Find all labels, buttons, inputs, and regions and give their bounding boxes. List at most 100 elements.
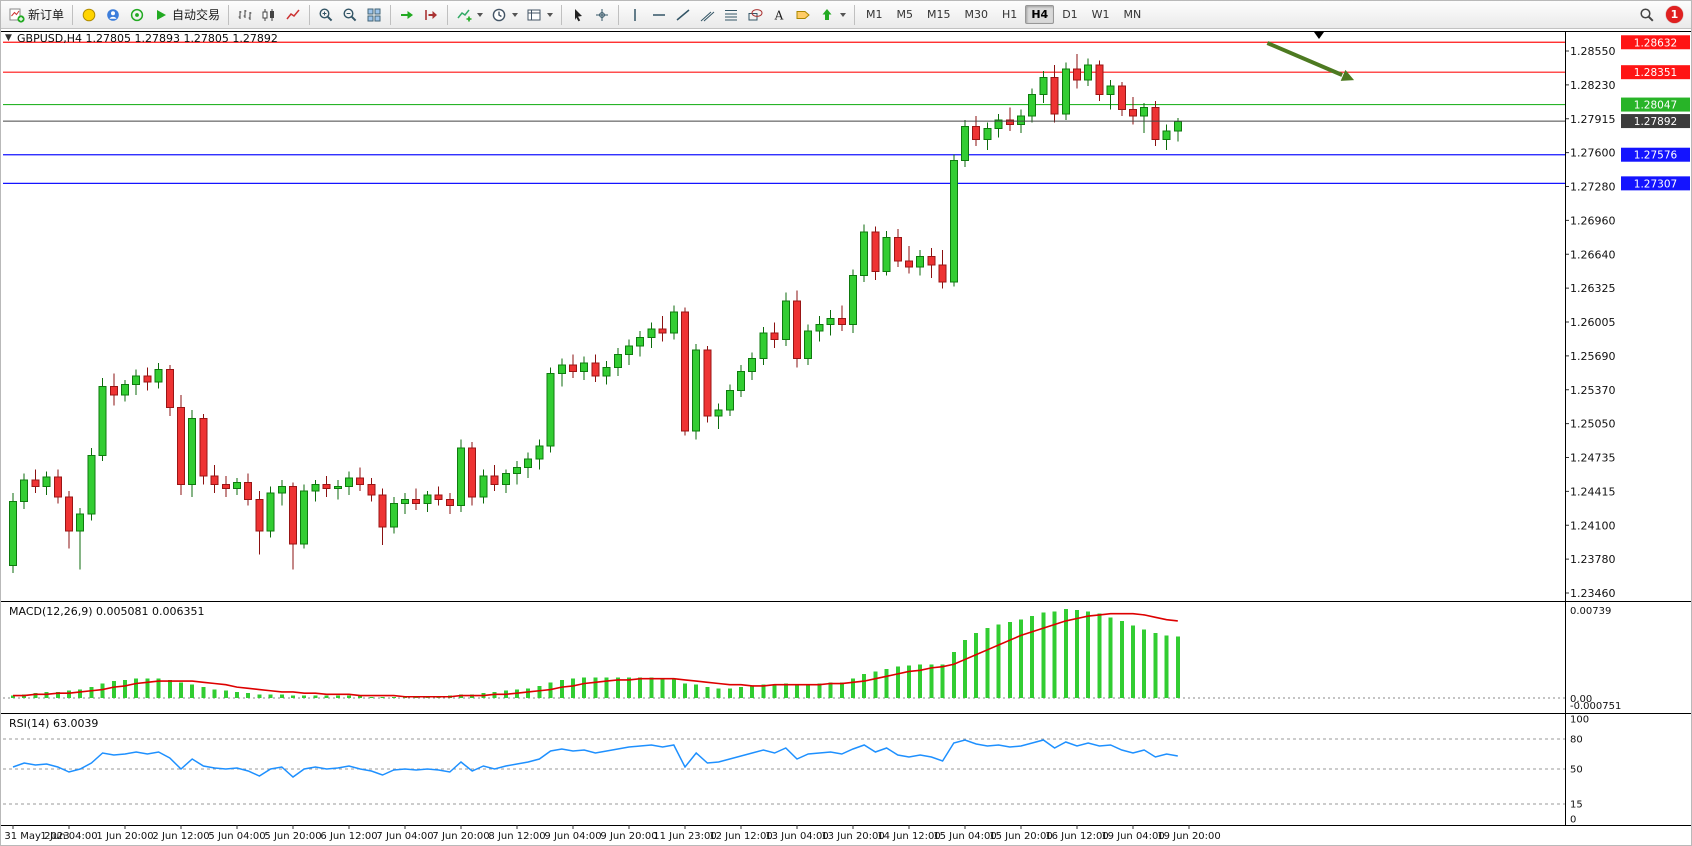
timeframe-m15-button[interactable]: M15 xyxy=(927,8,951,21)
zoom-out-button[interactable] xyxy=(338,4,362,26)
candlestick-icon xyxy=(261,7,277,23)
macd-axis-label: -0.000751 xyxy=(1570,701,1621,712)
price-level-1.27576-tag xyxy=(1621,147,1690,162)
support-button[interactable] xyxy=(101,4,125,26)
new-order-button[interactable]: 新订单 xyxy=(5,4,68,26)
toolbar-separator xyxy=(390,4,392,25)
label-icon xyxy=(795,7,811,23)
auto-trading-button[interactable]: 自动交易 xyxy=(149,4,224,26)
auto-scroll-button[interactable] xyxy=(395,4,419,26)
time-label: 14 Jun 12:00 xyxy=(877,831,941,842)
rsi-axis-label: 0 xyxy=(1570,815,1576,826)
notification-badge[interactable]: 1 xyxy=(1666,6,1683,23)
macd-histogram xyxy=(11,608,1180,698)
label-button[interactable] xyxy=(791,4,815,26)
arrow-annotation[interactable] xyxy=(1266,41,1343,77)
toolbar-separator xyxy=(561,4,563,25)
text-button[interactable]: A xyxy=(767,4,791,26)
zoom-in-icon xyxy=(318,7,334,23)
chart-shift-icon xyxy=(423,7,439,23)
horizontal-line-button[interactable] xyxy=(647,4,671,26)
channel-button[interactable] xyxy=(695,4,719,26)
chart-shift-button[interactable] xyxy=(419,4,443,26)
shapes-button[interactable] xyxy=(743,4,767,26)
timeframe-m30-button[interactable]: M30 xyxy=(964,8,989,21)
fibonacci-button[interactable] xyxy=(719,4,743,26)
horizontal-line-icon xyxy=(651,7,667,23)
candlestick-chart-button[interactable] xyxy=(257,4,281,26)
bar-chart-icon xyxy=(237,7,253,23)
trendline-icon xyxy=(675,7,691,23)
svg-text:1.28351: 1.28351 xyxy=(1634,67,1677,79)
line-chart-icon xyxy=(285,7,301,23)
search-button[interactable] xyxy=(1635,4,1659,26)
arrows-button[interactable] xyxy=(815,4,850,26)
price-axis-label: 1.26005 xyxy=(1570,316,1616,329)
timeframe-h4-button[interactable]: H4 xyxy=(1025,5,1055,24)
bar-chart-button[interactable] xyxy=(233,4,257,26)
macd-signal-line xyxy=(13,612,1178,698)
toolbar-separator xyxy=(72,4,74,25)
time-label: 1 Jun 04:00 xyxy=(40,831,97,842)
macd-axis-label: 0.00739 xyxy=(1570,606,1611,617)
arrows-icon xyxy=(819,7,835,23)
crosshair-icon xyxy=(594,7,610,23)
price-scale[interactable]: 1.28550 1.28230 1.27915 1.27600 1.27280 1.269… xyxy=(1565,45,1616,600)
timeframe-m5-button[interactable]: M5 xyxy=(896,8,914,21)
time-label: 1 Jun 20:00 xyxy=(96,831,153,842)
indicators-button[interactable] xyxy=(452,4,487,26)
toolbar-separator xyxy=(854,4,856,25)
auto-scroll-icon xyxy=(399,7,415,23)
time-label: 16 Jun 12:00 xyxy=(1045,831,1109,842)
trendline-button[interactable] xyxy=(671,4,695,26)
tile-windows-icon xyxy=(366,7,382,23)
toolbar-separator xyxy=(447,4,449,25)
price-axis-label: 1.28550 xyxy=(1570,45,1616,58)
timeframe-h1-button[interactable]: H1 xyxy=(1002,8,1018,21)
periods-button[interactable] xyxy=(487,4,522,26)
timeframe-w1-button[interactable]: W1 xyxy=(1091,8,1110,21)
profile-button[interactable] xyxy=(77,4,101,26)
line-chart-button[interactable] xyxy=(281,4,305,26)
search-icon xyxy=(1639,7,1655,23)
timeframe-m1-button[interactable]: M1 xyxy=(866,8,883,21)
vertical-line-button[interactable] xyxy=(623,4,647,26)
svg-text:A: A xyxy=(774,8,784,22)
rsi-axis-label: 100 xyxy=(1570,715,1589,726)
time-label: 19 Jun 20:00 xyxy=(1157,831,1221,842)
time-label: 8 Jun 12:00 xyxy=(488,831,545,842)
current-price-tag xyxy=(1621,114,1690,129)
price-axis-label: 1.26325 xyxy=(1570,282,1616,295)
templates-icon xyxy=(526,7,542,23)
time-label: 2 Jun 12:00 xyxy=(152,831,209,842)
community-button[interactable] xyxy=(125,4,149,26)
auto-trading-button-label: 自动交易 xyxy=(172,8,221,22)
channel-icon xyxy=(699,7,715,23)
new-order-icon xyxy=(9,7,25,23)
svg-text:1.27576: 1.27576 xyxy=(1634,150,1678,162)
crosshair-button[interactable] xyxy=(590,4,614,26)
macd-axis-label: 0.00 xyxy=(1570,694,1592,705)
toolbar-separator xyxy=(228,4,230,25)
chevron-down-icon xyxy=(512,12,519,17)
zoom-in-button[interactable] xyxy=(314,4,338,26)
time-label: 15 Jun 04:00 xyxy=(933,831,997,842)
price-axis-label: 1.25690 xyxy=(1570,350,1616,363)
one-click-trading-toggle[interactable]: ▼ xyxy=(5,33,12,43)
chevron-down-icon xyxy=(477,12,484,17)
timeframe-mn-button[interactable]: MN xyxy=(1123,8,1142,21)
templates-button[interactable] xyxy=(522,4,557,26)
toolbar: 新订单 自动交易 A M1 M5 M15 M30 H1 H4 D1 W1 MN 1 xyxy=(1,1,1691,29)
price-axis-label: 1.24735 xyxy=(1570,452,1616,465)
cursor-button[interactable] xyxy=(566,4,590,26)
time-label: 13 Jun 20:00 xyxy=(821,831,885,842)
time-label: 9 Jun 20:00 xyxy=(600,831,657,842)
time-label: 19 Jun 04:00 xyxy=(1101,831,1165,842)
tile-windows-button[interactable] xyxy=(362,4,386,26)
timeframe-d1-button[interactable]: D1 xyxy=(1062,8,1078,21)
price-axis-label: 1.24415 xyxy=(1570,485,1616,498)
rsi-axis-label: 80 xyxy=(1570,735,1583,746)
